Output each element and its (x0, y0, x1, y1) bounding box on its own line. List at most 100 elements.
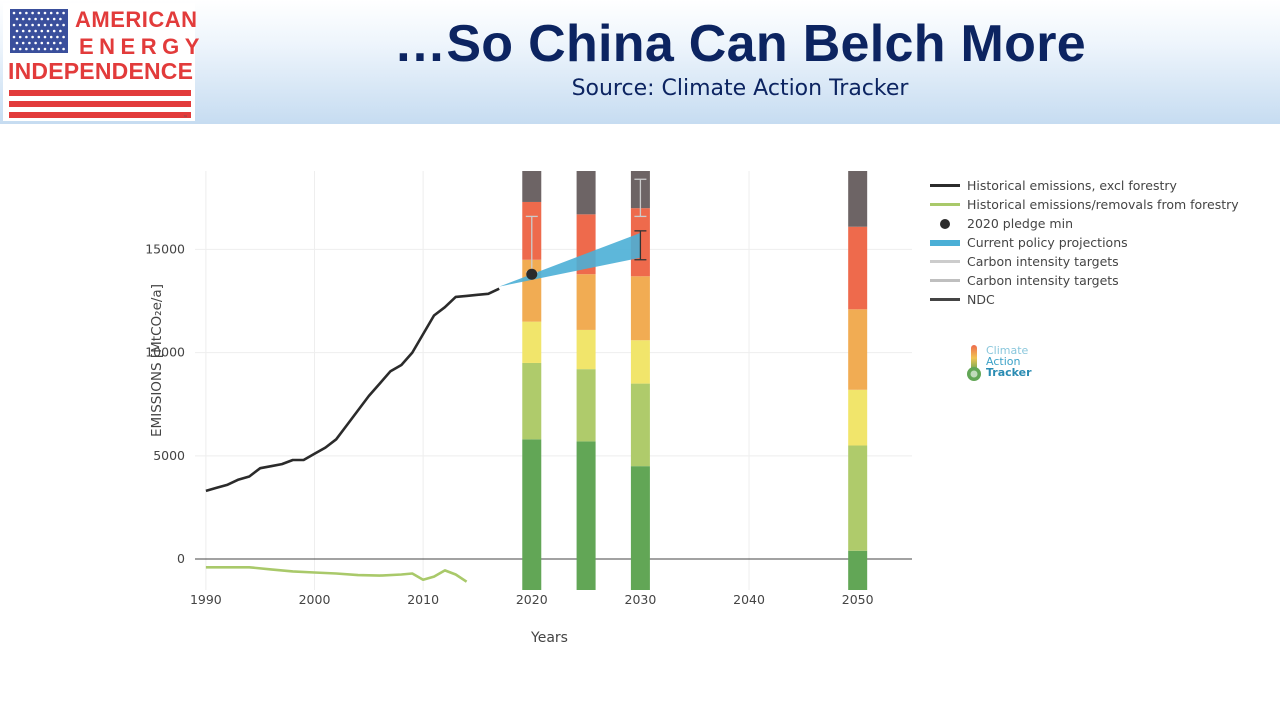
flag-star (15, 17, 19, 21)
rating-bar-segment (848, 309, 868, 390)
flag-star (37, 35, 41, 39)
emissions-chart: 1990 2000 2010 2020 2030 2040 2050 0 5000 10000 15… (145, 171, 912, 646)
legend-label: Current policy projections (967, 235, 1128, 250)
flag-star (62, 23, 65, 27)
flag-star (49, 47, 53, 51)
flag-star (49, 11, 53, 15)
legend-swatch (930, 200, 960, 210)
legend-label: 2020 pledge min (967, 216, 1073, 231)
cat-logo-word-climate: Climate (986, 344, 1029, 357)
flag-star (62, 11, 65, 15)
rating-bar-segment (522, 439, 542, 590)
flag-star (49, 35, 53, 39)
flag-star (25, 35, 28, 39)
flag-star (21, 41, 25, 45)
flag-star (43, 47, 47, 51)
rating-bar-segment (848, 550, 868, 590)
logo-text-independence: INDEPENDENCE (8, 58, 194, 84)
flag-star (56, 23, 59, 27)
flag-star (62, 35, 65, 39)
chart-legend: Historical emissions, excl forestry Histo… (930, 176, 1260, 309)
legend-swatch (930, 276, 960, 286)
flag-star (12, 11, 16, 15)
x-axis-label: Years (530, 630, 568, 646)
flag-star (18, 11, 22, 15)
thermometer-icon (967, 345, 981, 381)
flag-star (31, 47, 34, 51)
logo-trademark: ™ (183, 115, 188, 121)
flag-logo-graphic (9, 9, 191, 118)
flag-star (31, 11, 34, 15)
legend-item[interactable]: NDC (930, 290, 1260, 309)
logo-text-american: AMERICAN (75, 7, 198, 32)
legend-label: Carbon intensity targets (967, 273, 1119, 288)
current-policy-band (499, 232, 641, 287)
rating-bar-segment (848, 171, 868, 227)
rating-bar-segment (576, 369, 596, 442)
legend-item[interactable]: Carbon intensity targets (930, 252, 1260, 271)
page-title: …So China Can Belch More (394, 15, 1086, 73)
flag-star (15, 41, 19, 45)
x-tick-label: 2040 (733, 592, 765, 607)
flag-star (34, 29, 37, 33)
logo-text-energy: ENERGY (79, 34, 205, 59)
flag-star (59, 17, 62, 21)
rating-bar-segment (630, 466, 650, 590)
y-tick-label: 10000 (145, 345, 185, 360)
rating-bar-segment (848, 226, 868, 310)
flag-star (59, 41, 62, 45)
legend-item[interactable]: Current policy projections (930, 233, 1260, 252)
rating-bar-segment (630, 383, 650, 467)
flag-star (62, 47, 65, 51)
rating-bar-segment (848, 445, 868, 551)
y-tick-label: 5000 (153, 448, 185, 463)
flag-star (40, 17, 44, 21)
legend-item[interactable]: 2020 pledge min (930, 214, 1260, 233)
legend-label: Historical emissions, excl forestry (967, 178, 1177, 193)
flag-star (34, 17, 37, 21)
flag-star (37, 23, 41, 27)
flag-star (46, 29, 50, 33)
page-subtitle: Source: Climate Action Tracker (571, 76, 909, 101)
flag-star (37, 11, 41, 15)
flag-star (43, 23, 47, 27)
legend-swatch (930, 181, 960, 191)
rating-bar-segment (576, 171, 596, 215)
flag-star (59, 29, 62, 33)
flag-star (28, 29, 31, 33)
y-tick-label: 15000 (145, 241, 185, 256)
legend-item[interactable]: Carbon intensity targets (930, 271, 1260, 290)
legend-label: Carbon intensity targets (967, 254, 1119, 269)
series-line (205, 566, 468, 583)
flag-star (46, 41, 50, 45)
legend-swatch (930, 238, 960, 248)
legend-item[interactable]: Historical emissions/removals from fores… (930, 195, 1260, 214)
rating-bar-segment (576, 441, 596, 590)
legend-item[interactable]: Historical emissions, excl forestry (930, 176, 1260, 195)
header-banner: AMERICAN ENERGY INDEPENDENCE ™ …So China… (0, 0, 1280, 124)
x-tick-label: 2030 (625, 592, 657, 607)
series-line (205, 287, 500, 493)
climate-action-tracker-logo: Climate Action Tracker (964, 344, 1054, 384)
y-tick-label: 0 (177, 551, 185, 566)
rating-bar-segment (848, 389, 868, 446)
cat-logo-word-tracker: Tracker (986, 366, 1032, 379)
flag-star (21, 29, 25, 33)
flag-star (56, 35, 59, 39)
flag-star (40, 29, 44, 33)
rating-bar-segment (576, 329, 596, 370)
flag-star (52, 41, 56, 45)
x-tick-label: 2020 (516, 592, 548, 607)
flag-star (52, 29, 56, 33)
x-tick-label: 2050 (842, 592, 874, 607)
x-tick-label: 1990 (190, 592, 222, 607)
x-tick-label: 2000 (299, 592, 331, 607)
flag-star (18, 35, 22, 39)
legend-label: NDC (967, 292, 995, 307)
x-tick-label: 2010 (407, 592, 439, 607)
flag-star (43, 35, 47, 39)
cat-logo-word-action: Action (986, 355, 1021, 368)
flag-star (28, 17, 31, 21)
flag-star (28, 41, 31, 45)
rating-bar-segment (522, 321, 542, 363)
